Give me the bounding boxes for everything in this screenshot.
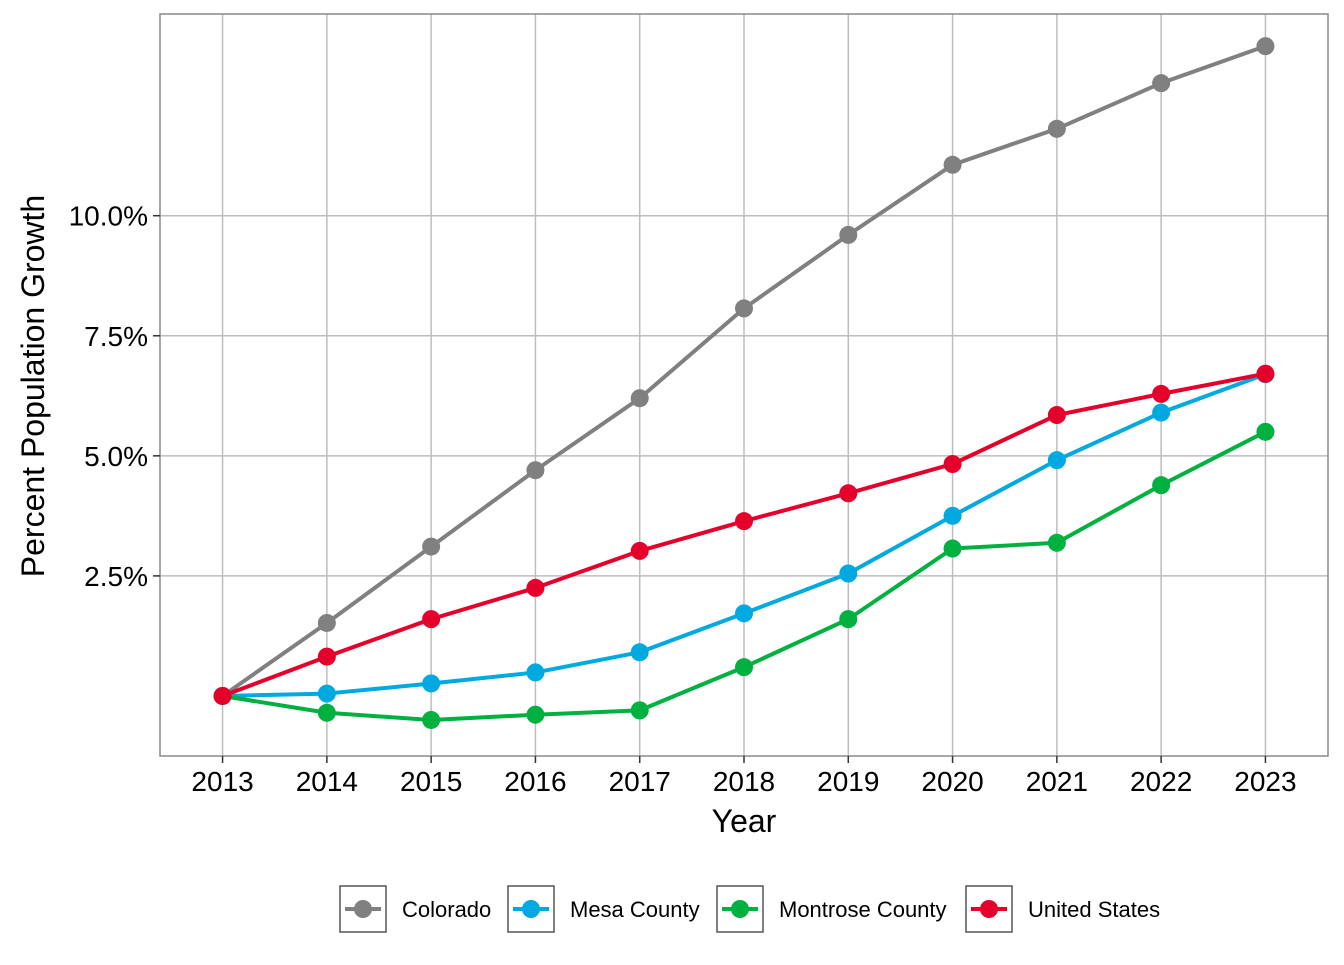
legend-item-montrose-county: Montrose County xyxy=(716,885,947,933)
data-point-montrose-county xyxy=(526,705,545,724)
data-point-colorado xyxy=(1256,37,1275,56)
data-point-mesa-county xyxy=(943,506,962,525)
legend-label: Mesa County xyxy=(570,897,700,922)
data-point-united-states xyxy=(1256,364,1275,383)
data-point-united-states xyxy=(1047,406,1066,425)
data-point-colorado xyxy=(735,299,753,318)
x-tick-label: 2021 xyxy=(1026,766,1088,797)
series-points xyxy=(213,37,1275,729)
legend-key-point xyxy=(522,900,540,918)
y-axis-title: Percent Population Growth xyxy=(15,195,51,577)
data-point-mesa-county xyxy=(630,643,649,662)
data-point-united-states xyxy=(1152,384,1171,403)
legend-key-point xyxy=(980,900,998,918)
y-tick-label: 7.5% xyxy=(84,321,148,352)
data-point-united-states xyxy=(839,484,858,503)
y-tick-label: 10.0% xyxy=(69,201,148,232)
data-point-montrose-county xyxy=(422,710,441,729)
x-tick-label: 2015 xyxy=(400,766,462,797)
data-point-united-states xyxy=(526,578,545,597)
data-point-montrose-county xyxy=(630,701,649,720)
data-point-united-states xyxy=(943,455,962,474)
data-point-montrose-county xyxy=(839,610,858,629)
data-point-united-states xyxy=(422,610,441,629)
data-point-colorado xyxy=(422,537,441,556)
data-point-mesa-county xyxy=(839,564,858,583)
data-point-united-states xyxy=(630,541,649,560)
data-point-mesa-county xyxy=(422,674,441,693)
x-tick-label: 2018 xyxy=(713,766,775,797)
x-axis-title: Year xyxy=(712,803,777,839)
data-point-colorado xyxy=(526,461,545,480)
legend-key-point xyxy=(354,900,372,918)
data-point-united-states xyxy=(735,512,753,531)
data-point-montrose-county xyxy=(735,658,753,677)
data-point-colorado xyxy=(1152,74,1171,93)
data-point-united-states xyxy=(317,647,336,666)
data-point-colorado xyxy=(943,155,962,174)
data-point-united-states xyxy=(213,686,232,705)
axis-ticks: 2013 2014 2015 2016 2017 2018 2019 2020 2021 2022… xyxy=(69,201,1297,797)
x-tick-label: 2014 xyxy=(296,766,358,797)
x-tick-label: 2013 xyxy=(191,766,253,797)
legend-label: Montrose County xyxy=(779,897,947,922)
data-point-mesa-county xyxy=(317,684,336,703)
legend-item-mesa-county: Mesa County xyxy=(507,885,700,933)
x-tick-label: 2020 xyxy=(921,766,983,797)
data-point-montrose-county xyxy=(317,703,336,722)
data-point-montrose-county xyxy=(943,539,962,558)
x-tick-label: 2016 xyxy=(504,766,566,797)
grid-lines xyxy=(160,14,1328,756)
data-point-mesa-county xyxy=(526,663,545,682)
data-point-colorado xyxy=(630,389,649,408)
x-tick-label: 2017 xyxy=(609,766,671,797)
data-point-montrose-county xyxy=(1152,476,1171,495)
x-tick-label: 2019 xyxy=(817,766,879,797)
legend-item-united-states: United States xyxy=(965,885,1160,933)
x-tick-label: 2023 xyxy=(1234,766,1296,797)
data-point-colorado xyxy=(1047,119,1066,138)
data-point-colorado xyxy=(839,225,858,244)
x-tick-label: 2022 xyxy=(1130,766,1192,797)
data-point-mesa-county xyxy=(735,604,753,623)
data-point-montrose-county xyxy=(1047,533,1066,552)
legend-label: Colorado xyxy=(402,897,491,922)
data-point-mesa-county xyxy=(1047,451,1066,470)
data-point-montrose-county xyxy=(1256,422,1275,441)
y-tick-label: 2.5% xyxy=(84,561,148,592)
legend: Colorado Mesa County Montrose County United… xyxy=(339,885,1160,933)
legend-item-colorado: Colorado xyxy=(339,885,491,933)
data-point-colorado xyxy=(317,613,336,632)
legend-key-point xyxy=(731,900,749,918)
y-tick-label: 5.0% xyxy=(84,441,148,472)
data-point-mesa-county xyxy=(1152,403,1171,422)
legend-label: United States xyxy=(1028,897,1160,922)
